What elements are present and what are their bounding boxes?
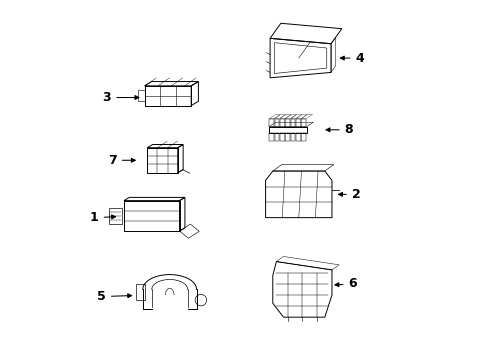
Text: 1: 1 — [90, 211, 116, 224]
Text: 5: 5 — [97, 290, 132, 303]
Text: 8: 8 — [326, 123, 353, 136]
Text: 4: 4 — [341, 51, 364, 64]
Text: 3: 3 — [102, 91, 139, 104]
Text: 2: 2 — [339, 188, 361, 201]
Text: 6: 6 — [335, 278, 357, 291]
Text: 7: 7 — [108, 154, 135, 167]
